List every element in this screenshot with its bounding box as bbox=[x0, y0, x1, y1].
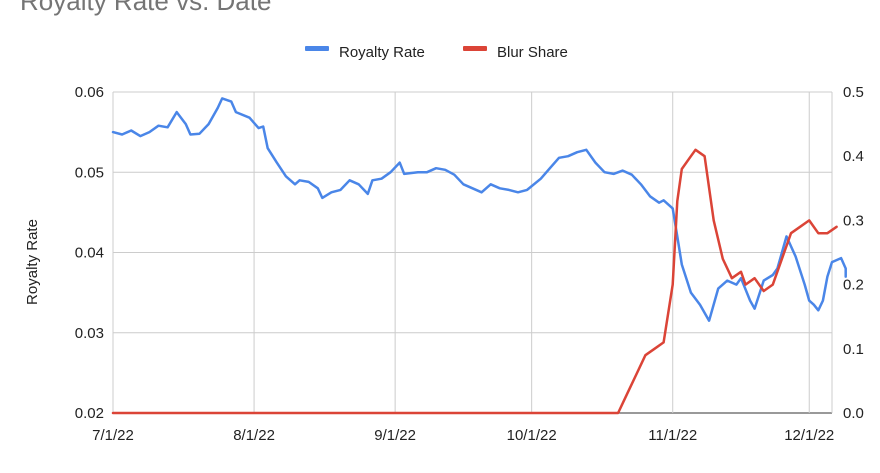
series-layer bbox=[111, 97, 847, 415]
x-tick-label: 10/1/22 bbox=[507, 427, 557, 444]
legend: Royalty Rate Blur Share bbox=[305, 44, 568, 61]
legend-label-royalty-rate: Royalty Rate bbox=[339, 44, 425, 61]
y2-tick-label: 0.3 bbox=[843, 212, 864, 229]
legend-label-blur-share: Blur Share bbox=[497, 44, 568, 61]
x-tick-label: 9/1/22 bbox=[374, 427, 416, 444]
y-tick-label: 0.06 bbox=[75, 84, 104, 101]
y-tick-label: 0.05 bbox=[75, 164, 104, 181]
y2-tick-label: 0.2 bbox=[843, 277, 864, 294]
x-tick-label: 12/1/22 bbox=[784, 427, 834, 444]
series-line-royalty-rate bbox=[111, 97, 847, 322]
x-tick-label: 8/1/22 bbox=[233, 427, 275, 444]
y2-tick-label: 0.5 bbox=[843, 84, 864, 101]
y-axis-title: Royalty Rate bbox=[24, 219, 41, 305]
y-tick-label: 0.03 bbox=[75, 325, 104, 342]
x-tick-label: 11/1/22 bbox=[648, 427, 697, 444]
y-tick-label: 0.04 bbox=[75, 245, 104, 262]
y2-tick-label: 0.0 bbox=[843, 405, 864, 422]
series-line-blur-share bbox=[111, 148, 838, 415]
x-axis: 7/1/22 8/1/22 9/1/22 10/1/22 11/1/22 12/1/22 bbox=[92, 427, 834, 444]
legend-swatch-royalty-rate bbox=[305, 46, 329, 51]
legend-swatch-blur-share bbox=[463, 46, 487, 51]
y2-tick-label: 0.1 bbox=[843, 341, 864, 358]
left-axis: 0.02 0.03 0.04 0.05 0.06 bbox=[75, 84, 104, 422]
chart-title: Royalty Rate vs. Date bbox=[20, 0, 272, 16]
x-tick-label: 7/1/22 bbox=[92, 427, 134, 444]
grid bbox=[112, 91, 833, 414]
right-axis: 0.0 0.1 0.2 0.3 0.4 0.5 bbox=[843, 84, 864, 422]
y2-tick-label: 0.4 bbox=[843, 148, 864, 165]
y-tick-label: 0.02 bbox=[75, 405, 104, 422]
